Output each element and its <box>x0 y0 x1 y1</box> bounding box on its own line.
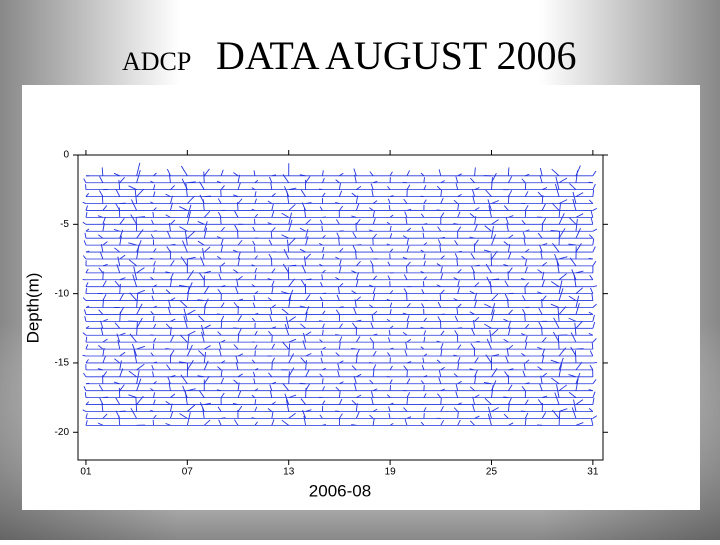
vector-stick <box>407 398 408 405</box>
vector-stick <box>458 411 459 418</box>
x-tick-label: 01 <box>80 467 92 478</box>
vector-stick <box>85 392 86 397</box>
vector-stick <box>525 183 526 190</box>
title-prefix: ADCP <box>122 47 191 76</box>
y-tick-label: -15 <box>55 358 70 369</box>
y-axis-label: Depth(m) <box>23 273 42 344</box>
vector-stick <box>103 397 108 398</box>
vector-stick <box>323 378 324 384</box>
title: DATA AUGUST 2006 <box>216 33 577 78</box>
vector-stick <box>508 195 509 203</box>
y-tick-label: 0 <box>63 150 69 161</box>
vector-stick <box>373 266 374 273</box>
vector-stick <box>390 385 391 391</box>
plot-panel <box>22 85 700 510</box>
vector-stick <box>271 231 272 238</box>
vector-stick <box>153 212 154 218</box>
vector-stick <box>441 398 442 405</box>
vector-stick <box>406 266 407 273</box>
vector-stick <box>542 299 543 307</box>
x-tick-label: 31 <box>587 467 599 478</box>
vector-stick <box>424 177 425 183</box>
y-tick-label: -20 <box>55 427 70 438</box>
vector-stick <box>120 284 121 294</box>
vector-stick <box>525 314 526 321</box>
y-tick-label: -10 <box>55 288 70 299</box>
vector-stick <box>542 327 543 335</box>
vector-stick <box>575 350 576 363</box>
vector-stick <box>589 182 593 183</box>
vector-stick <box>323 293 326 294</box>
x-tick-label: 07 <box>182 467 194 478</box>
y-tick-label: -5 <box>60 219 69 230</box>
x-tick-label: 19 <box>385 467 397 478</box>
vector-stick <box>458 328 462 329</box>
x-axis-label: 2006-08 <box>309 481 371 500</box>
x-tick-label: 25 <box>486 467 498 478</box>
vector-stick <box>576 349 584 350</box>
x-tick-label: 13 <box>283 467 295 478</box>
vector-stick <box>335 411 339 412</box>
vector-stick <box>221 217 222 224</box>
vector-stick <box>237 230 238 238</box>
vector-stick <box>508 167 509 175</box>
vector-stick <box>322 226 323 231</box>
vector-stick <box>237 202 238 210</box>
vector-stick <box>86 288 87 294</box>
